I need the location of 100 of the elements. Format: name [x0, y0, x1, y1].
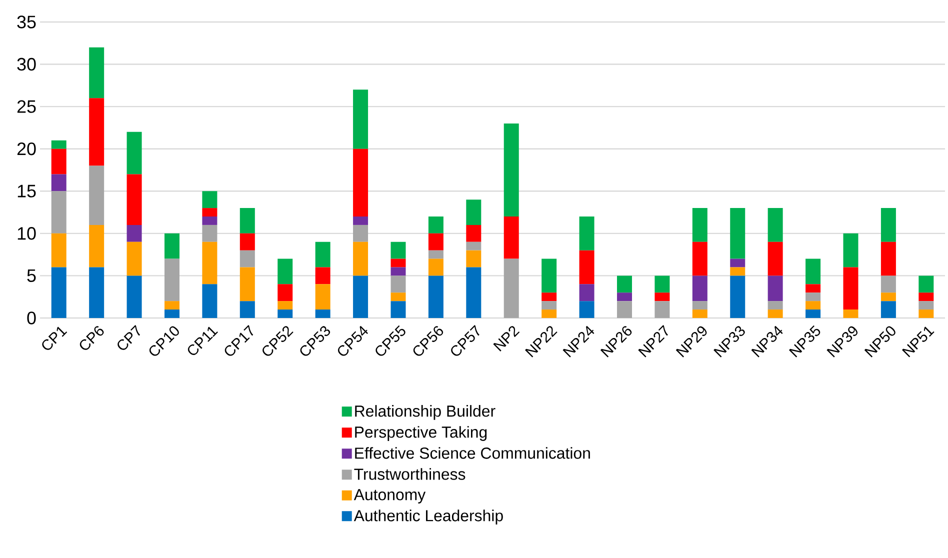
y-tick-label: 0	[27, 312, 36, 324]
x-tick-label: CP7	[118, 325, 140, 350]
bar	[880, 301, 896, 318]
bar	[692, 310, 708, 318]
bar	[353, 148, 368, 216]
bar	[390, 258, 406, 268]
bar	[806, 284, 821, 293]
bar	[768, 276, 783, 302]
y-tick-label: 35	[17, 16, 36, 28]
bar	[202, 284, 218, 318]
y-tick-label: 10	[18, 227, 36, 240]
bar	[692, 276, 708, 302]
bar	[51, 174, 66, 192]
bar	[278, 284, 293, 302]
bar	[240, 250, 255, 268]
bar	[654, 301, 670, 318]
bar	[616, 276, 632, 293]
bar	[240, 301, 255, 318]
bar	[918, 292, 934, 302]
bar	[730, 276, 746, 318]
bar	[428, 258, 444, 276]
bar	[768, 310, 783, 318]
bar	[806, 301, 821, 310]
y-tick-label: 20	[17, 142, 36, 156]
bar	[315, 284, 330, 310]
bar	[692, 301, 708, 310]
bar	[315, 310, 330, 318]
bar	[504, 123, 519, 216]
bar	[654, 292, 670, 302]
x-tick-label: CP1	[42, 326, 68, 350]
bar	[353, 90, 368, 149]
bar	[202, 208, 218, 216]
y-tick-label: 25	[17, 100, 36, 113]
bar	[880, 276, 896, 293]
legend-label: Perspective Taking	[355, 426, 487, 441]
bar	[616, 301, 632, 318]
legend-label: Relationship Builder	[355, 405, 496, 420]
bar	[918, 310, 934, 318]
bar	[89, 224, 104, 268]
bar	[579, 250, 594, 284]
bar	[843, 267, 858, 310]
bar	[504, 216, 519, 259]
bar	[806, 310, 821, 318]
bar	[692, 208, 708, 242]
bar	[126, 132, 142, 174]
bar	[390, 276, 406, 293]
bar	[730, 208, 746, 259]
bar	[51, 140, 66, 149]
bar	[202, 242, 218, 284]
bar	[880, 292, 896, 302]
bar	[466, 224, 482, 242]
bar	[768, 208, 783, 242]
bar	[89, 98, 104, 166]
bar	[390, 301, 406, 318]
bar	[126, 174, 142, 225]
bar	[428, 250, 444, 259]
bar	[616, 292, 632, 302]
bar	[466, 250, 482, 268]
bar	[89, 166, 104, 225]
bar	[579, 216, 594, 250]
bar	[692, 242, 708, 276]
bar	[202, 216, 218, 225]
bar	[164, 301, 180, 310]
bar	[164, 310, 180, 318]
bar	[89, 267, 104, 318]
y-tick-label: 15	[18, 184, 36, 198]
bar	[542, 258, 557, 293]
bar	[353, 242, 368, 276]
bar	[126, 224, 142, 242]
bar	[390, 292, 406, 302]
bar	[918, 301, 934, 310]
bar	[579, 284, 594, 302]
bar	[315, 267, 330, 284]
bar	[806, 258, 821, 284]
bar	[126, 242, 142, 276]
bar	[428, 233, 444, 250]
bar	[315, 242, 330, 268]
bar	[164, 258, 180, 302]
bar	[768, 242, 783, 276]
bar	[428, 216, 444, 234]
y-tick-label: 30	[17, 58, 36, 71]
bar	[89, 47, 104, 98]
bar	[390, 242, 406, 259]
bar	[466, 200, 482, 225]
bar	[654, 276, 670, 293]
bar	[880, 242, 896, 276]
bar	[51, 191, 66, 234]
bar	[880, 208, 896, 242]
bar	[353, 216, 368, 225]
bar	[730, 258, 746, 268]
bar	[843, 233, 858, 268]
bar	[51, 267, 66, 318]
bar	[768, 301, 783, 310]
bar	[126, 276, 142, 318]
bar	[202, 224, 218, 242]
bar	[730, 267, 746, 276]
bar	[278, 301, 293, 310]
legend-label: Autonomy	[354, 489, 426, 504]
bar	[542, 310, 557, 318]
bar	[164, 233, 180, 259]
